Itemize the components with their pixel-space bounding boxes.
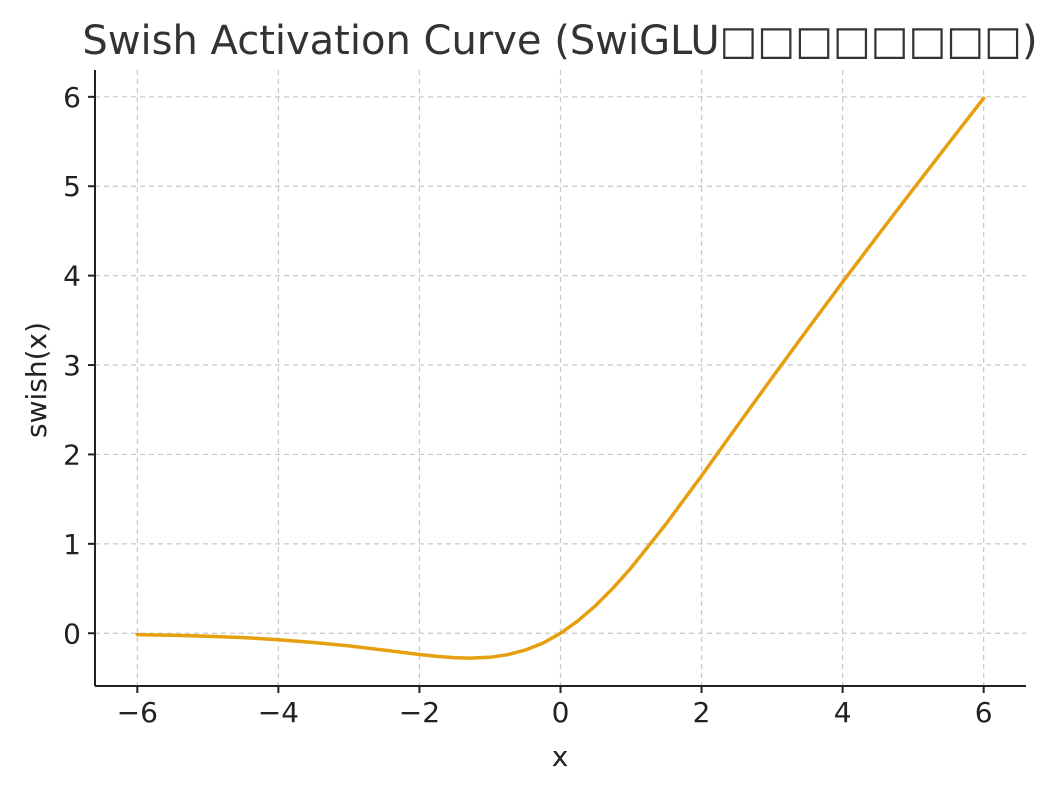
x-tick-label: −2 [399,696,440,729]
y-tick-label: 5 [63,170,81,203]
x-tick-label: 6 [975,696,993,729]
x-ticks: −6 −4 −2 0 2 4 6 [117,686,993,729]
y-tick-label: 4 [63,260,81,293]
grid [95,70,1026,686]
y-tick-label: 0 [63,617,81,650]
y-axis-label: swish(x) [20,322,53,438]
chart-title: Swish Activation Curve (SwiGLU□□□□□□□□) [82,18,1037,64]
x-tick-label: 2 [693,696,711,729]
x-tick-label: 4 [834,696,852,729]
y-tick-label: 6 [63,81,81,114]
x-tick-label: 0 [552,696,570,729]
y-tick-label: 2 [63,438,81,471]
y-tick-label: 1 [63,528,81,561]
y-tick-label: 3 [63,349,81,382]
x-axis-label: x [552,740,569,773]
x-tick-label: −4 [258,696,299,729]
series-line [135,96,986,660]
x-tick-label: −6 [117,696,158,729]
y-ticks: 0 1 2 3 4 5 6 [63,81,95,650]
series-layer [135,96,986,660]
